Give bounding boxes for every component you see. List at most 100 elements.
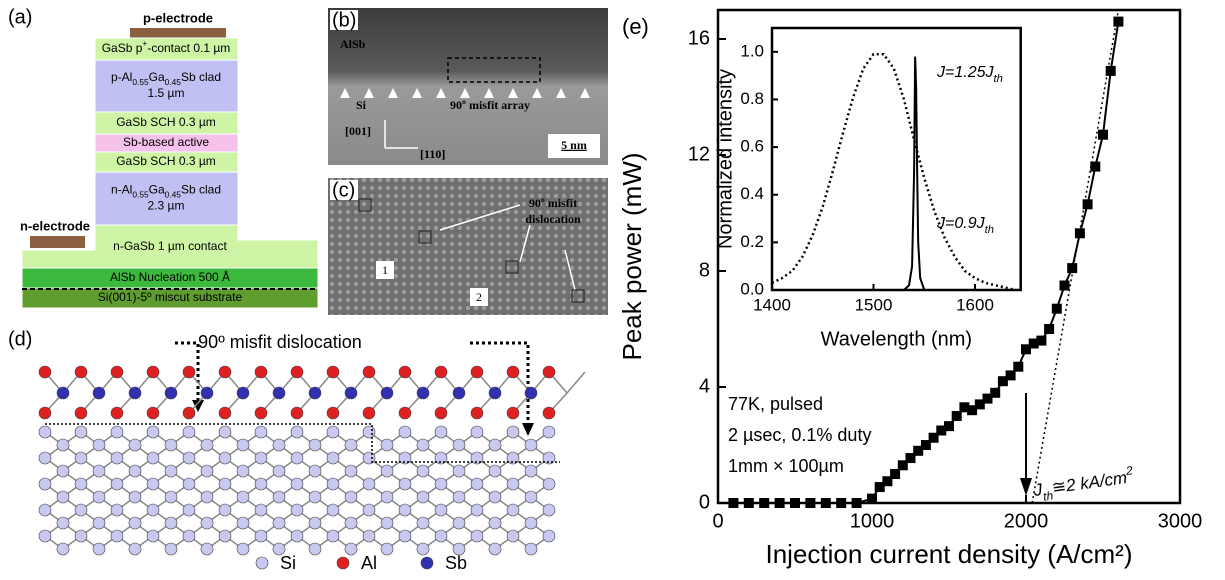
misfit-marker bbox=[412, 88, 422, 98]
layer-label: n-Al0.55Ga0.45Sb clad bbox=[111, 183, 221, 200]
atom bbox=[110, 503, 124, 517]
marker-box bbox=[470, 288, 488, 306]
atom bbox=[182, 529, 196, 543]
atom bbox=[416, 516, 430, 530]
arrowhead bbox=[192, 400, 204, 412]
atom bbox=[506, 365, 520, 379]
data-point bbox=[1028, 338, 1039, 349]
data-point bbox=[1013, 361, 1024, 372]
atom bbox=[542, 365, 556, 379]
legend-label: Sb bbox=[445, 553, 467, 573]
atom bbox=[236, 438, 250, 452]
data-point bbox=[967, 405, 978, 416]
y-tick-label: 0.0 bbox=[740, 279, 764, 298]
atom bbox=[336, 556, 350, 570]
atom bbox=[254, 503, 268, 517]
atom bbox=[542, 406, 556, 420]
data-point bbox=[1044, 324, 1055, 334]
dislocation-box bbox=[358, 198, 372, 212]
atom bbox=[236, 490, 250, 504]
atom bbox=[434, 503, 448, 517]
atom bbox=[344, 542, 358, 556]
tem-label: AlSb bbox=[340, 37, 366, 51]
atom bbox=[38, 406, 52, 420]
y-tick-label: 0.4 bbox=[740, 184, 764, 203]
atom bbox=[362, 477, 376, 491]
subscript: 0.45 bbox=[165, 190, 182, 200]
misfit-marker bbox=[556, 88, 566, 98]
atom bbox=[326, 365, 340, 379]
atom bbox=[380, 542, 394, 556]
text-run: -contact 0.1 µm bbox=[147, 41, 230, 55]
arrowhead bbox=[522, 423, 534, 436]
data-point bbox=[897, 460, 908, 471]
atom bbox=[218, 503, 232, 517]
atom bbox=[236, 516, 250, 530]
panel-label: (e) bbox=[622, 14, 649, 39]
atom bbox=[92, 516, 106, 530]
atom bbox=[506, 477, 520, 491]
y-tick-label: 0.6 bbox=[740, 137, 764, 156]
text-run: J=1.25J bbox=[936, 64, 994, 81]
atom bbox=[92, 464, 106, 478]
misfit-marker bbox=[388, 88, 398, 98]
misfit-marker bbox=[484, 88, 494, 98]
x-tick-label: 1600 bbox=[956, 296, 994, 315]
layer-label: GaSb SCH 0.3 µm bbox=[116, 154, 216, 168]
data-point bbox=[728, 498, 739, 508]
atom bbox=[344, 516, 358, 530]
atom bbox=[164, 516, 178, 530]
atom bbox=[218, 365, 232, 379]
atom bbox=[38, 425, 52, 439]
atom bbox=[308, 386, 322, 400]
dislocation-box bbox=[505, 260, 519, 274]
atom bbox=[182, 477, 196, 491]
text-run: J bbox=[1032, 480, 1045, 500]
atom bbox=[218, 529, 232, 543]
atom bbox=[434, 406, 448, 420]
atom bbox=[362, 406, 376, 420]
atom bbox=[488, 386, 502, 400]
data-point bbox=[1113, 16, 1124, 27]
atom bbox=[255, 556, 269, 570]
atom bbox=[506, 425, 520, 439]
atom bbox=[326, 529, 340, 543]
data-point bbox=[1098, 129, 1108, 140]
atom bbox=[380, 464, 394, 478]
text-run: GaSb SCH 0.3 µm bbox=[116, 154, 216, 168]
atom bbox=[380, 490, 394, 504]
atom bbox=[164, 438, 178, 452]
atom bbox=[488, 438, 502, 452]
y-axis-label: Peak power (mW) bbox=[617, 152, 647, 360]
atom bbox=[470, 425, 484, 439]
tem-label: dislocation bbox=[525, 212, 581, 226]
layer-label: Si(001)-5º miscut substrate bbox=[98, 290, 243, 304]
atom bbox=[290, 451, 304, 465]
atom bbox=[110, 365, 124, 379]
atom bbox=[128, 464, 142, 478]
atom bbox=[272, 516, 286, 530]
n-electrode bbox=[30, 236, 85, 248]
atom bbox=[218, 477, 232, 491]
data-point bbox=[1090, 161, 1101, 172]
atom bbox=[506, 406, 520, 420]
atom bbox=[470, 477, 484, 491]
subscript: th bbox=[985, 224, 994, 236]
atom bbox=[254, 451, 268, 465]
atom bbox=[74, 451, 88, 465]
atom bbox=[308, 542, 322, 556]
data-point bbox=[759, 498, 770, 508]
callout-line bbox=[470, 341, 530, 428]
callout-arrow bbox=[519, 224, 531, 263]
atom bbox=[308, 516, 322, 530]
atom bbox=[182, 425, 196, 439]
annotation: 2 µsec, 0.1% duty bbox=[728, 425, 871, 445]
diagram-title: 90º misfit dislocation bbox=[198, 332, 362, 352]
atom bbox=[128, 438, 142, 452]
text-run: Sb-based active bbox=[123, 135, 209, 149]
atom bbox=[182, 406, 196, 420]
atom bbox=[218, 406, 232, 420]
atom bbox=[326, 503, 340, 517]
tem-label: 90º misfit bbox=[529, 196, 577, 210]
